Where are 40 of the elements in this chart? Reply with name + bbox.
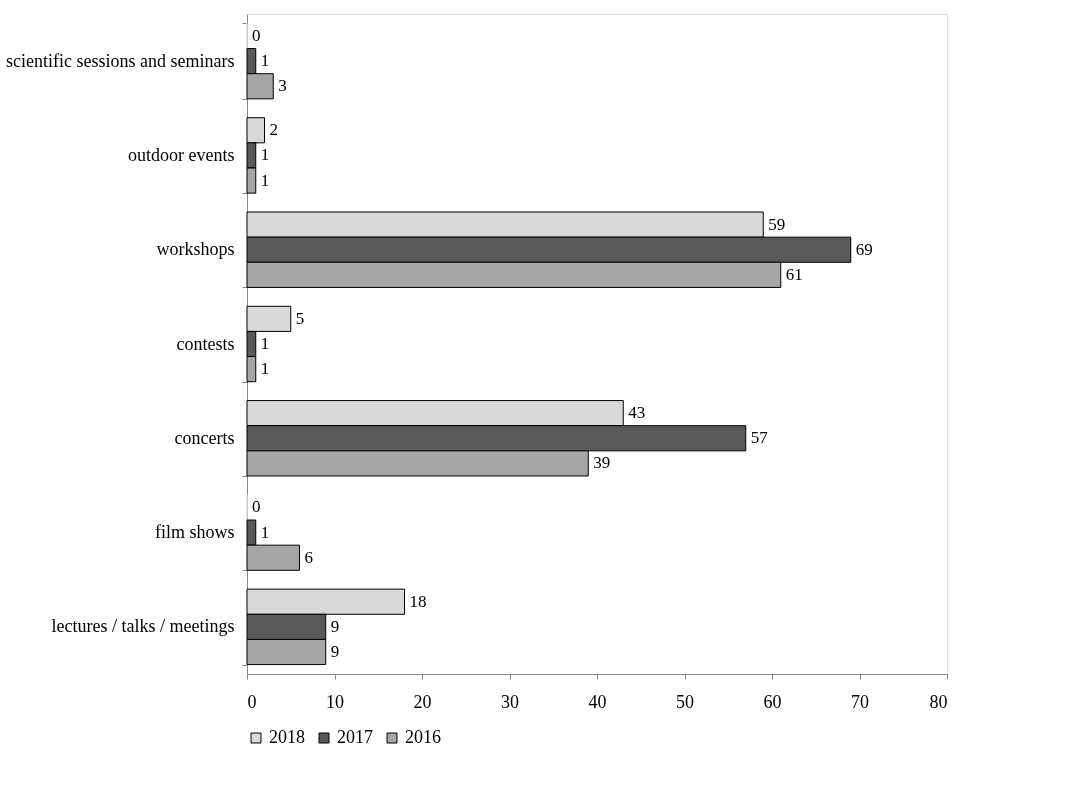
y-tick-label: outdoor events	[128, 144, 235, 165]
y-tick-label: contests	[176, 333, 235, 354]
y-tick-label: concerts	[174, 427, 235, 448]
data-label: 9	[330, 616, 340, 636]
x-tick-label: 50	[676, 691, 694, 712]
data-label: 1	[260, 170, 270, 190]
data-label: 1	[260, 334, 270, 353]
legend-label: 2016	[405, 727, 441, 747]
data-label: 2	[269, 120, 278, 140]
data-label: 57	[750, 428, 769, 448]
x-tick-label: 80	[929, 691, 948, 712]
data-label: 5	[295, 308, 305, 328]
x-tick-label: 70	[851, 691, 869, 712]
data-label: 0	[252, 26, 261, 45]
data-label: 43	[628, 403, 646, 423]
x-tick-label: 30	[501, 691, 519, 712]
data-label: 39	[593, 453, 611, 473]
x-tick-label: 0	[247, 691, 257, 712]
x-tick-label: 20	[413, 691, 432, 712]
y-tick-label: scientific sessions and seminars	[6, 50, 235, 71]
data-label: 1	[260, 51, 270, 71]
legend-label: 2018	[269, 727, 305, 747]
data-label: 9	[330, 642, 340, 661]
data-label: 0	[252, 497, 261, 517]
legend-label: 2017	[337, 727, 373, 747]
y-tick-label: film shows	[154, 522, 235, 543]
data-label: 61	[785, 264, 803, 284]
data-label: 3	[278, 76, 287, 96]
y-tick-label: lectures / talks / meetings	[51, 616, 235, 637]
data-label: 69	[855, 239, 873, 259]
data-label: 59	[768, 214, 786, 234]
data-label: 1	[260, 359, 270, 379]
x-tick-label: 10	[326, 691, 344, 712]
x-tick-label: 40	[588, 691, 607, 712]
y-tick-label: workshops	[156, 239, 235, 260]
data-label: 6	[304, 547, 313, 567]
data-label: 1	[260, 522, 270, 542]
data-label: 18	[409, 591, 427, 611]
x-tick-label: 60	[763, 691, 782, 712]
data-label: 1	[260, 145, 270, 165]
